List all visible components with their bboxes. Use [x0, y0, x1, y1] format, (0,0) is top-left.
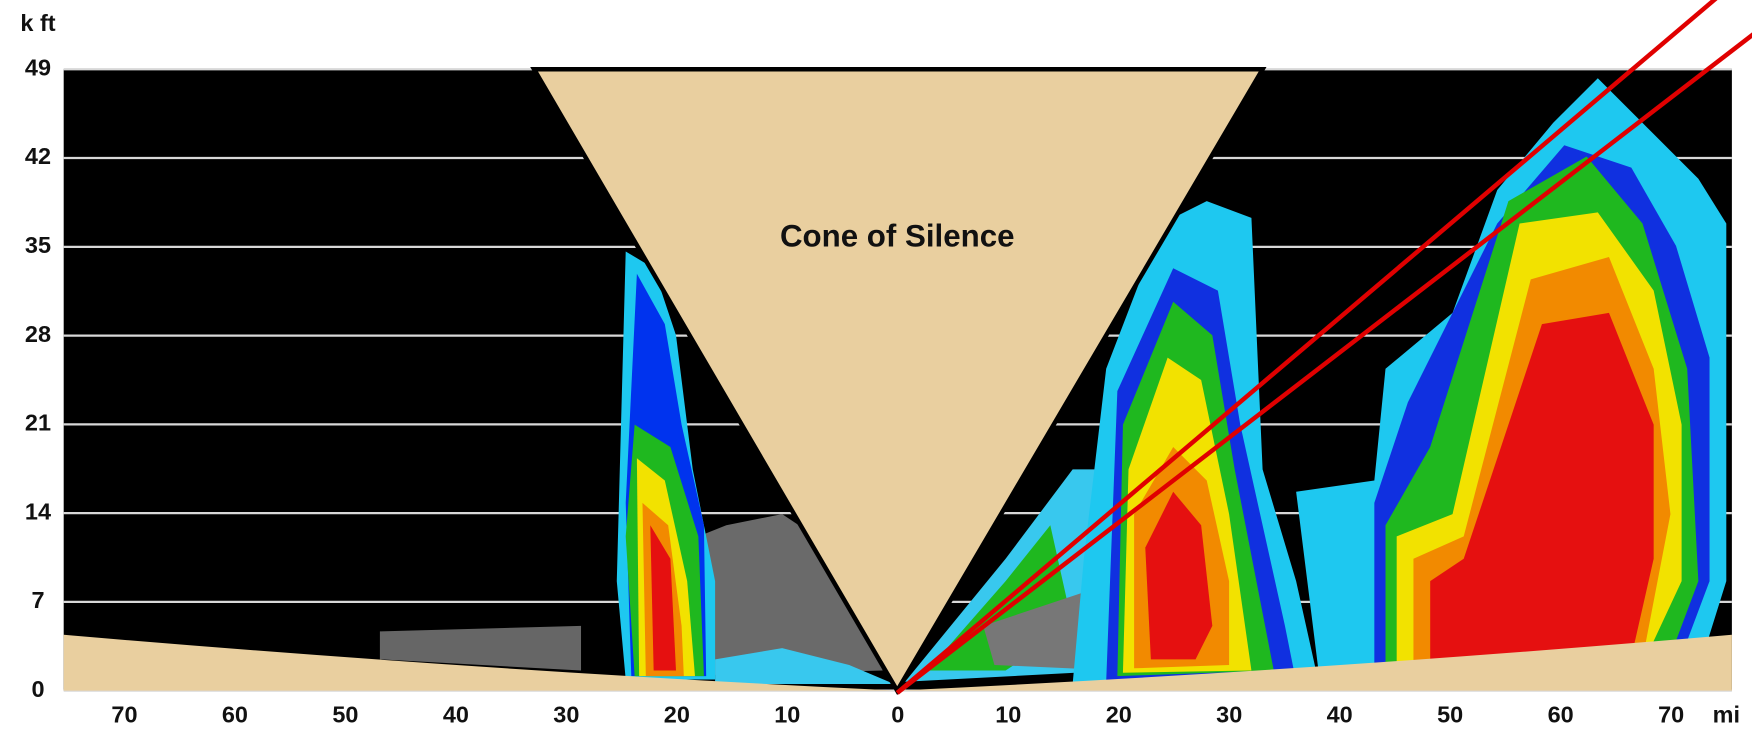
x-tick-label: 10: [995, 702, 1021, 728]
x-tick-label: 60: [1548, 702, 1574, 728]
page: {"chart_data": {"type": "cross-section",…: [0, 0, 1752, 732]
x-axis-label: mi: [1713, 702, 1740, 728]
x-tick-label: 40: [1327, 702, 1353, 728]
x-tick-label: 0: [891, 702, 904, 728]
x-tick-label: 10: [774, 702, 800, 728]
x-tick-label: 70: [111, 702, 137, 728]
x-tick-label: 70: [1658, 702, 1684, 728]
y-tick-label: 28: [25, 321, 51, 347]
x-tick-label: 50: [332, 702, 358, 728]
x-tick-label: 30: [553, 702, 579, 728]
y-tick-label: 21: [25, 410, 51, 436]
x-tick-label: 60: [222, 702, 248, 728]
y-tick-label: 35: [25, 232, 51, 258]
x-tick-label: 20: [1106, 702, 1132, 728]
x-tick-label: 50: [1437, 702, 1463, 728]
chart: Cone of Silence k ft mi 0 7 14 21 28 35 42 49 70…: [0, 0, 1752, 732]
x-tick-label: 30: [1216, 702, 1242, 728]
y-tick-label: 42: [25, 143, 51, 169]
annotation: Cone of Silence: [780, 218, 1015, 253]
y-tick-label: 7: [31, 587, 44, 613]
y-tick-label: 49: [25, 54, 51, 80]
y-axis-label: k ft: [20, 10, 55, 36]
y-tick-label: 0: [31, 676, 44, 702]
x-tick-label: 20: [664, 702, 690, 728]
x-tick-label: 40: [443, 702, 469, 728]
y-tick-label: 14: [25, 498, 51, 524]
